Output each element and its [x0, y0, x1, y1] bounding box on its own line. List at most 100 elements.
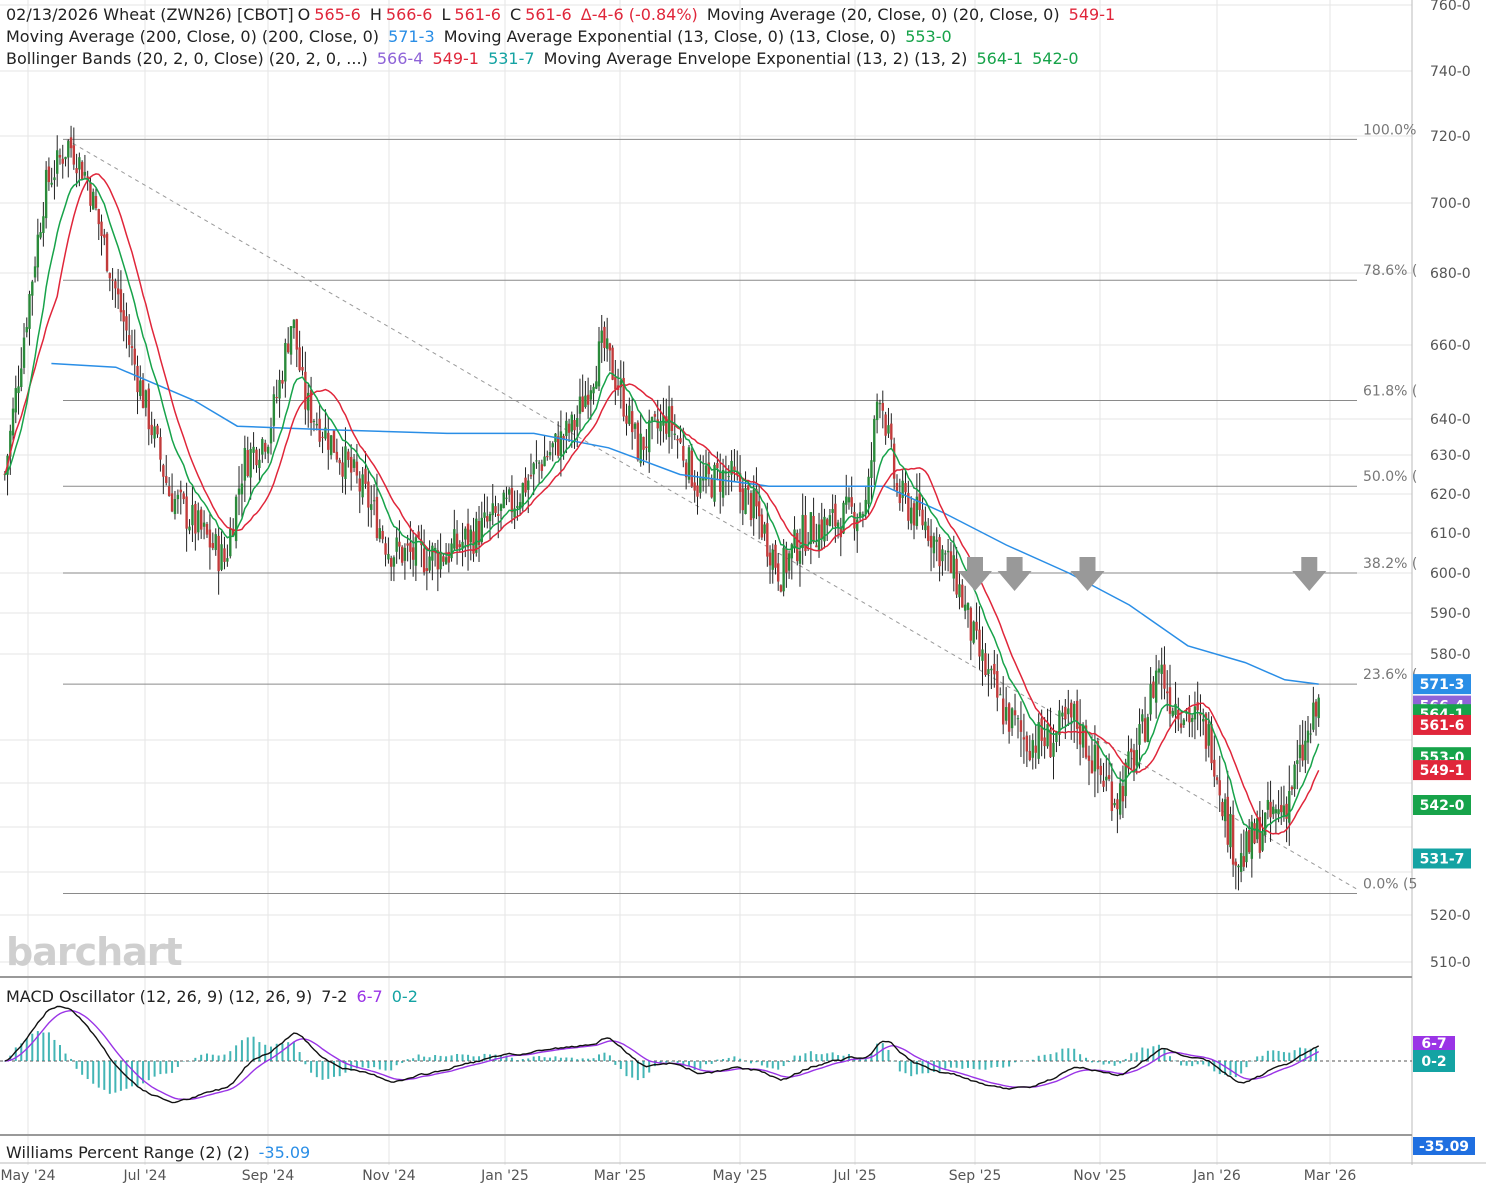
- price-bar-body: [878, 403, 882, 405]
- price-axis: 760-0 740-0 720-0 700-0 680-0 660-0 640-0 630-0…: [1430, 0, 1471, 971]
- price-bar-body: [1215, 777, 1219, 781]
- price-bar-body: [153, 426, 156, 439]
- macd-histogram-bar: [1073, 1048, 1076, 1061]
- price-bar-body: [272, 394, 276, 426]
- price-bar-body: [898, 492, 902, 504]
- price-bar-body: [699, 477, 702, 493]
- x-tick-label: May '24: [0, 1168, 55, 1184]
- price-bar-body: [524, 477, 527, 493]
- macd-histogram-bar: [990, 1061, 993, 1068]
- price-bar-body: [527, 480, 530, 490]
- price-bar-body: [185, 496, 188, 529]
- price-bar-body: [733, 466, 736, 472]
- macd-histogram-bar: [472, 1056, 475, 1061]
- price-bar-body: [477, 521, 481, 545]
- price-bar-body: [858, 512, 862, 517]
- price-bar-body: [1010, 708, 1014, 729]
- macd-histogram-bar: [665, 1061, 668, 1063]
- macd-histogram-bar: [831, 1052, 834, 1061]
- price-bar-body: [1258, 816, 1262, 853]
- price-bar-body: [532, 463, 535, 475]
- price-bar-body: [258, 459, 261, 469]
- price-bar-body: [1182, 719, 1186, 726]
- macd-line: [4, 1005, 1320, 1104]
- macd-histogram-bar: [1293, 1050, 1296, 1061]
- price-bar-body: [713, 464, 716, 502]
- price-bar-body: [1213, 759, 1216, 777]
- price-bar-body: [1073, 703, 1076, 721]
- price-bar-body: [483, 512, 486, 518]
- price-bar-body: [546, 456, 549, 458]
- down-arrow-icon: [1292, 557, 1327, 591]
- macd-badge-label: 0-2: [1421, 1054, 1446, 1070]
- price-bar-body: [321, 436, 324, 438]
- price-bar-body: [332, 429, 336, 453]
- price-bar-body: [92, 191, 95, 210]
- macd-histogram-bar: [304, 1061, 307, 1065]
- macd-histogram-bar: [75, 1061, 78, 1069]
- macd-histogram-bar: [554, 1056, 557, 1061]
- macd-histogram-bar: [727, 1057, 730, 1061]
- macd-histogram-bar: [461, 1054, 464, 1061]
- price-bar-body: [1081, 724, 1085, 748]
- price-bar-body: [777, 563, 780, 582]
- price-badge-label: 542-0: [1420, 798, 1465, 814]
- price-bar-body: [111, 279, 114, 281]
- price-bar-body: [961, 584, 964, 608]
- close-label: C: [510, 5, 522, 24]
- legend-line-3: Bollinger Bands (20, 2, 0, Close) (20, 2…: [6, 48, 1083, 70]
- price-bar-body: [760, 514, 764, 538]
- price-bar-body: [1061, 712, 1064, 717]
- price-bar-body: [1052, 742, 1055, 757]
- price-bar-body: [502, 492, 505, 509]
- price-bar-body: [823, 516, 826, 542]
- x-tick-label: Jan '26: [1192, 1168, 1241, 1184]
- open-label: O: [297, 5, 311, 24]
- price-bar-body: [469, 529, 472, 543]
- price-bar-body: [768, 552, 772, 566]
- price-bar-body: [133, 348, 136, 365]
- price-bar-body: [856, 519, 859, 532]
- price-bar-body: [136, 365, 139, 393]
- fibonacci-levels: 100.0% 78.6% (61.8% (50.0% (38.2% (23.6% …: [63, 122, 1417, 894]
- price-bar-body: [625, 415, 628, 424]
- macd-histogram-bar: [114, 1061, 117, 1093]
- macd-histogram-bar: [355, 1061, 358, 1069]
- price-bar-body: [701, 478, 705, 481]
- price-badge: [1413, 714, 1471, 735]
- macd-histogram-bar: [406, 1059, 409, 1061]
- price-bar-body: [159, 437, 162, 460]
- macd-histogram-bar: [1025, 1061, 1028, 1062]
- price-bar-body: [966, 603, 970, 610]
- price-bar-body: [208, 529, 212, 548]
- macd-histogram-bar: [876, 1043, 879, 1061]
- price-bar-body: [147, 388, 150, 430]
- price-bar-body: [548, 452, 552, 456]
- price-bar-body: [763, 524, 766, 534]
- price-bar-body: [234, 496, 238, 542]
- price-bar-body: [411, 547, 415, 560]
- x-tick-label: Jul '25: [832, 1168, 876, 1184]
- macd-histogram-bar: [961, 1061, 964, 1069]
- price-bar-body: [11, 408, 15, 436]
- price-bar-body: [605, 338, 609, 349]
- price-bar-body: [779, 585, 783, 592]
- price-bar-body: [72, 145, 76, 165]
- macd-histogram-bar: [64, 1053, 67, 1061]
- price-bar-body: [804, 515, 807, 552]
- price-bar-body: [622, 377, 625, 417]
- y-tick-label: 660-0: [1430, 338, 1471, 354]
- price-bar-body: [912, 503, 916, 526]
- price-bar-body: [1046, 723, 1049, 747]
- price-bar-body: [375, 496, 379, 539]
- price-bar-body: [518, 502, 522, 509]
- macd-histogram-bar: [972, 1061, 975, 1069]
- price-bar-body: [941, 549, 944, 562]
- price-bar-body: [567, 423, 571, 433]
- macd-histogram-bar: [777, 1061, 780, 1070]
- price-bar-body: [1019, 720, 1023, 732]
- high-value: 566-6: [385, 5, 433, 24]
- macd-histogram-bar: [188, 1061, 191, 1062]
- price-bar-body: [329, 435, 333, 456]
